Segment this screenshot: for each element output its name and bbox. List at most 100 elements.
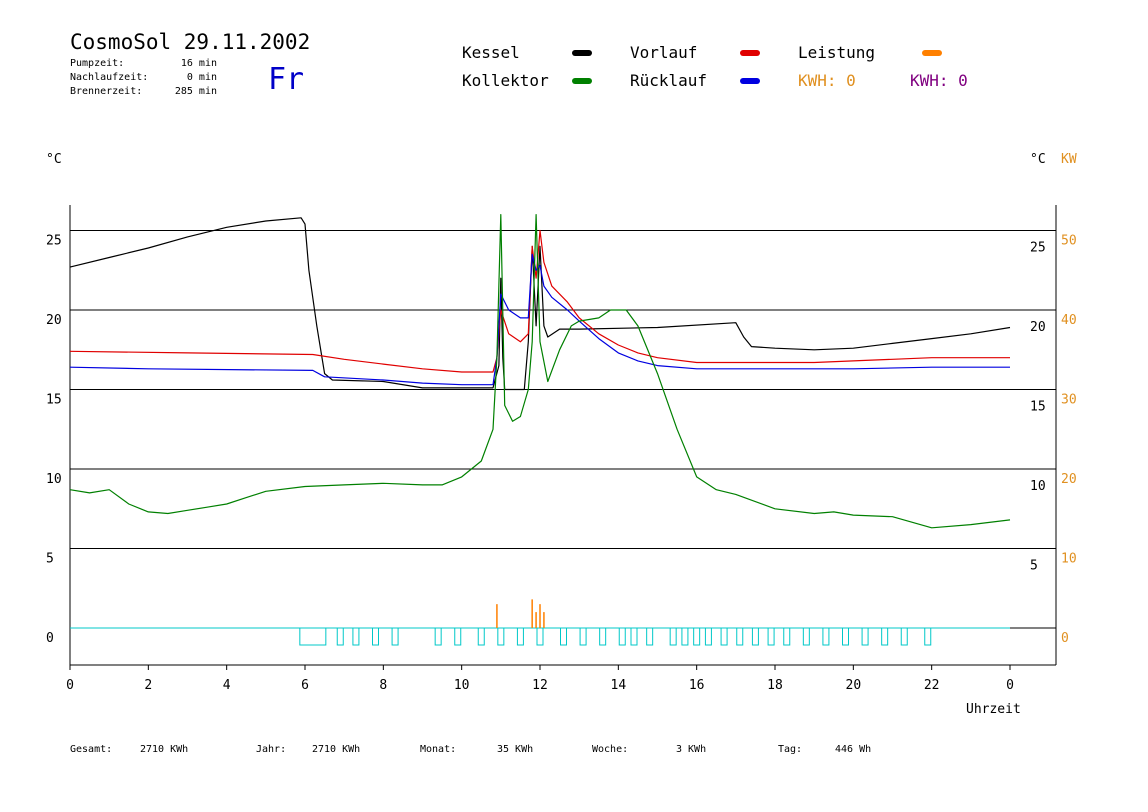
pump-pulse [669, 627, 677, 646]
pump-pulse [516, 627, 524, 646]
footer-monat-label: Monat: [420, 744, 457, 755]
pump-pulse [454, 627, 462, 646]
pump-pulse [822, 627, 830, 646]
legend-kollektor: Kollektor [462, 71, 549, 90]
x-tick-5: 10 [454, 678, 470, 693]
x-tick-4: 8 [379, 678, 387, 693]
x-tick-3: 6 [301, 678, 309, 693]
footer-jahr-label: Jahr: [256, 744, 287, 755]
y-tick-left-20: 20 [46, 313, 62, 328]
x-tick-7: 14 [611, 678, 627, 693]
y-tick-left-0: 0 [46, 631, 54, 646]
series-line-vorlauf [69, 229, 1010, 373]
pump-pulse [693, 627, 701, 646]
footer-woche-label: Woche: [592, 744, 629, 755]
x-tick-12: 0 [1006, 678, 1014, 693]
footer-woche-value: 3 KWh [676, 744, 707, 755]
burner-time-label: Brennerzeit: [70, 86, 143, 97]
x-tick-0: 0 [66, 678, 74, 693]
y-tick-right-25: 25 [1030, 241, 1046, 256]
y-tick-kw-0: 0 [1061, 631, 1069, 646]
x-tick-11: 22 [924, 678, 940, 693]
series-group [69, 214, 1011, 529]
pump-time-value: 16 min [180, 58, 217, 69]
y-tick-left-10: 10 [46, 472, 62, 487]
x-tick-6: 12 [532, 678, 548, 693]
legend-ruecklauf-swatch [740, 78, 760, 84]
grid-lines [69, 205, 1057, 666]
x-tick-8: 16 [689, 678, 705, 693]
y-tick-kw-50: 50 [1061, 234, 1077, 249]
pump-pulse [681, 627, 689, 646]
footer-gesamt-label: Gesamt: [70, 744, 113, 755]
legend-kwh-purple: KWH: 0 [910, 71, 968, 90]
x-tick-1: 2 [144, 678, 152, 693]
legend-kessel-swatch [572, 50, 592, 56]
pump-pulse [881, 627, 889, 646]
y-tick-left-5: 5 [46, 552, 54, 567]
pump-pulses [70, 599, 1010, 646]
y-tick-right-10: 10 [1030, 479, 1046, 494]
pump-pulse [579, 627, 587, 646]
pump-pulse [720, 627, 728, 646]
footer-jahr-value: 2710 KWh [312, 744, 361, 755]
pump-pulse [861, 627, 869, 646]
pump-pulse [372, 627, 379, 646]
x-axis-label: Uhrzeit [966, 702, 1021, 717]
pump-pulse [767, 627, 775, 646]
y-tick-right-20: 20 [1030, 320, 1046, 335]
right-axis-unit: °C [1030, 152, 1046, 167]
x-tick-2: 4 [223, 678, 231, 693]
run-time-value: 0 min [186, 72, 217, 83]
pump-pulse [497, 627, 505, 646]
chart-title: CosmoSol 29.11.2002 [70, 30, 311, 54]
pump-pulse [299, 627, 327, 646]
legend-leistung: Leistung [798, 43, 876, 62]
pump-pulse [900, 627, 908, 646]
footer-tag-value: 446 Wh [835, 744, 872, 755]
pump-pulse [336, 627, 344, 646]
y-tick-kw-40: 40 [1061, 313, 1077, 328]
series-line-rcklauf [69, 253, 1010, 386]
footer-tag-label: Tag: [778, 744, 803, 755]
legend-ruecklauf: Rücklauf [630, 71, 708, 90]
pump-pulse [391, 627, 399, 646]
pump-pulse [560, 627, 567, 646]
pump-pulse [477, 627, 485, 646]
series-line-kessel [69, 217, 1011, 391]
pump-pulse [736, 627, 744, 646]
footer-monat-value: 35 KWh [497, 744, 534, 755]
y-tick-kw-30: 30 [1061, 393, 1077, 408]
pump-pulse [599, 627, 607, 646]
burner-time-value: 285 min [174, 86, 217, 97]
legend-vorlauf: Vorlauf [630, 43, 698, 62]
pump-pulse [352, 627, 360, 646]
y-tick-kw-20: 20 [1061, 472, 1077, 487]
series-line-kollektor [69, 214, 1011, 529]
pump-pulse [842, 627, 849, 646]
pump-time-label: Pumpzeit: [70, 58, 125, 69]
right-axis-unit-kw: KW [1061, 152, 1077, 167]
y-tick-left-15: 15 [46, 393, 62, 408]
pump-pulse [924, 627, 932, 646]
legend-leistung-swatch [922, 50, 942, 56]
pump-pulse [618, 627, 626, 646]
pump-pulse [630, 627, 638, 646]
legend-vorlauf-swatch [740, 50, 760, 56]
pump-pulse [704, 627, 712, 646]
y-tick-kw-10: 10 [1061, 552, 1077, 567]
x-tick-9: 18 [767, 678, 783, 693]
legend-kessel: Kessel [462, 43, 520, 62]
pump-pulse [646, 627, 654, 646]
pump-pulse [783, 627, 791, 646]
pump-pulse [751, 627, 759, 646]
pump-pulse [802, 627, 810, 646]
footer-gesamt-value: 2710 KWh [140, 744, 189, 755]
left-axis-unit: °C [46, 152, 62, 167]
legend-kwh-orange: KWH: 0 [798, 71, 856, 90]
axis-ticks: 0 5 10 15 20 25 5 10 15 20 25 0 10 20 30 40 50 0 2 4 6 8 10 12 1… [46, 234, 1077, 694]
y-tick-right-15: 15 [1030, 400, 1046, 415]
x-tick-10: 20 [846, 678, 862, 693]
weekday: Fr [268, 62, 305, 97]
